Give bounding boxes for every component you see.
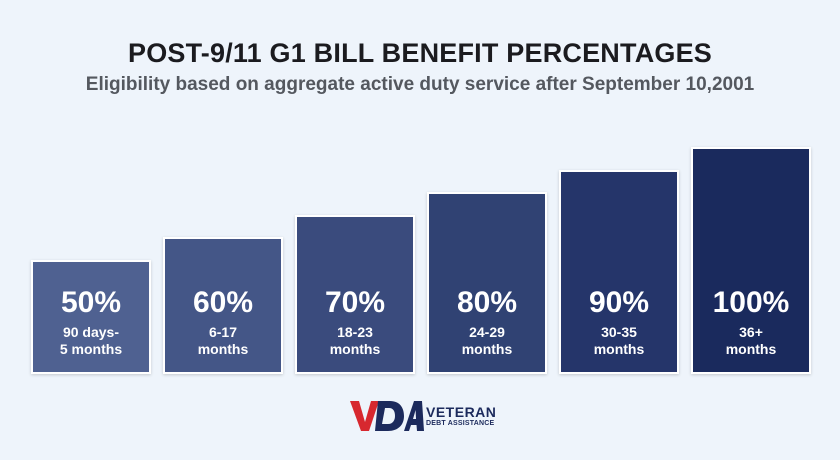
bar-80pct: 80% 24-29 months [427,192,547,374]
bar-category-label: 24-29 months [461,324,513,357]
logo-word-debt-assistance: DEBT ASSISTANCE [426,420,495,427]
chart-subtitle: Eligibility based on aggregate active du… [85,74,755,95]
bar-category-label: 18-23 months [329,324,381,357]
logo-word-veteran: VETERAN [426,404,497,420]
bar-category-label: 30-35 months [593,324,645,357]
bar-value-label: 50% [60,286,122,319]
bar-100pct: 100% 36+ months [691,147,811,374]
vda-logo-mark [350,401,424,431]
bar-value-label: 70% [324,286,386,319]
bar-value-label: 80% [456,286,518,319]
bar-value-label: 60% [192,286,254,319]
bar-60pct: 60% 6-17 months [163,237,283,374]
bar-category-label: 6-17 months [197,324,249,357]
bar-90pct: 90% 30-35 months [559,170,679,374]
bar-category-label: 36+ months [725,324,777,357]
bar-category-label: 90 days- 5 months [59,324,123,357]
bar-value-label: 100% [712,286,790,319]
vda-logo: VETERAN DEBT ASSISTANCE [348,398,498,438]
bar-value-label: 90% [588,286,650,319]
bar-50pct: 50% 90 days- 5 months [31,260,151,374]
bar-70pct: 70% 18-23 months [295,215,415,374]
chart-title: POST-9/11 G1 BILL BENEFIT PERCENTAGES [127,38,713,68]
